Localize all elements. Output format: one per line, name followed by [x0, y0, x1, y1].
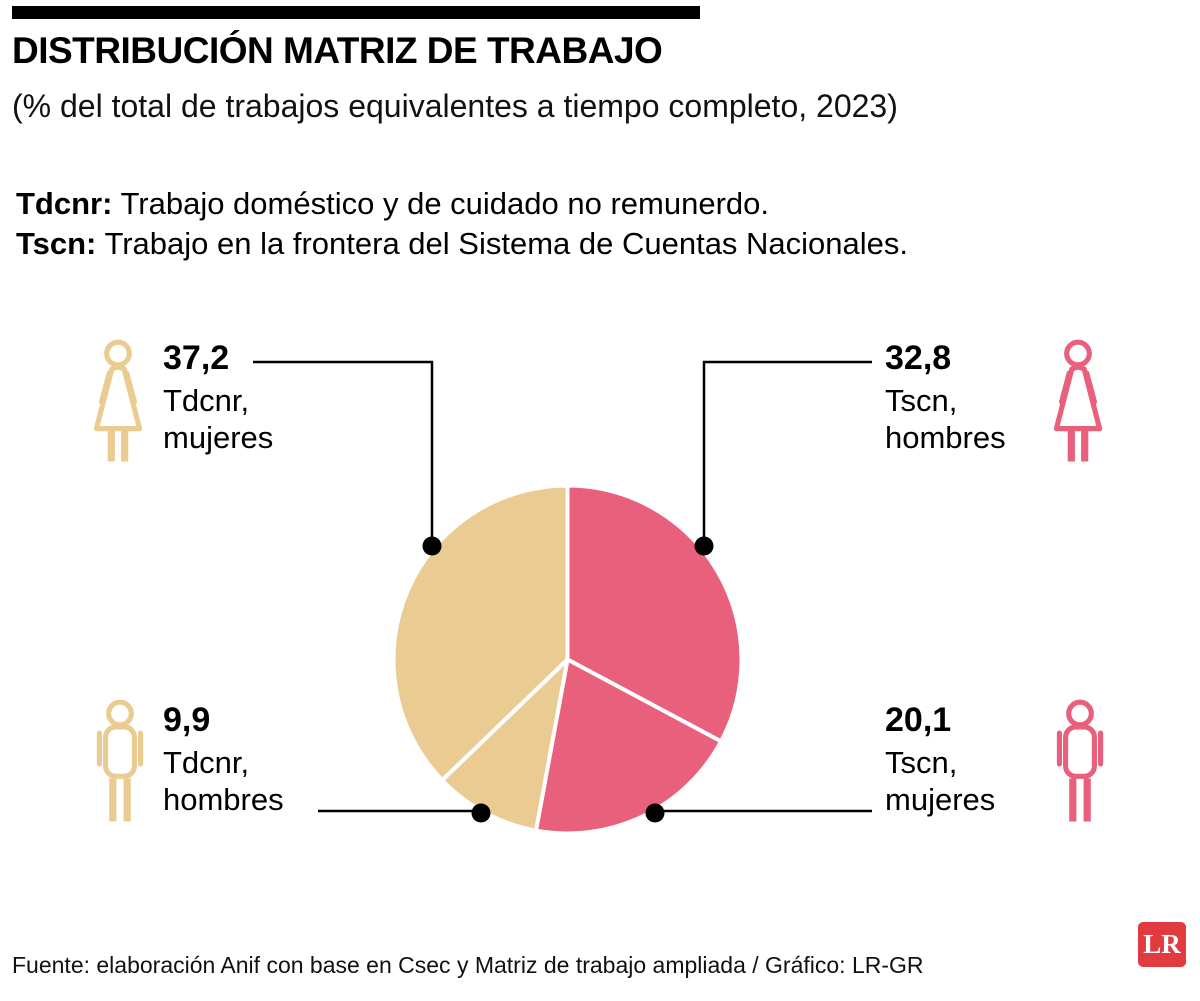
woman-icon [93, 339, 143, 462]
callout-label-line2: mujeres [163, 419, 274, 455]
callout-tscn-hombres: 32,8 Tscn, hombres [885, 339, 1115, 457]
pie-slice-tdcnr-mujeres [391, 483, 570, 783]
callout-label-line2: hombres [885, 419, 1006, 455]
callout-value: 37,2 [163, 339, 230, 377]
callout-value: 32,8 [885, 339, 952, 377]
definition-tdcnr: Tdcnr: Trabajo doméstico y de cuidado no… [16, 184, 908, 224]
callout-label-line1: Tscn, [885, 745, 958, 781]
definition-tscn: Tscn: Trabajo en la frontera del Sistema… [16, 224, 908, 264]
callout-label-line1: Tdcnr, [163, 383, 250, 419]
man-icon [96, 699, 144, 822]
callout-label-line1: Tscn, [885, 383, 958, 419]
page-subtitle: (% del total de trabajos equivalentes a … [12, 88, 898, 124]
callout-value: 9,9 [163, 701, 211, 739]
source-credit: Fuente: elaboración Anif con base en Cse… [12, 952, 924, 978]
callout-value: 20,1 [885, 701, 952, 739]
callout-tdcnr-hombres: 9,9 Tdcnr, hombres [163, 701, 393, 819]
callout-tdcnr-mujeres: 37,2 Tdcnr, mujeres [163, 339, 393, 457]
callout-label-line2: mujeres [885, 781, 996, 817]
callout-label-line2: hombres [163, 781, 284, 817]
pie-slice-tscn-mujeres [533, 657, 724, 836]
definition-tscn-text: Trabajo en la frontera del Sistema de Cu… [96, 225, 909, 261]
definition-tdcnr-term: Tdcnr: [16, 186, 113, 221]
lr-logo: LR [1138, 922, 1186, 967]
callout-label-line1: Tdcnr, [163, 745, 250, 781]
man-icon [1056, 699, 1104, 822]
top-accent-bar [12, 6, 700, 19]
definitions-block: Tdcnr: Trabajo doméstico y de cuidado no… [16, 184, 908, 263]
callout-tscn-mujeres: 20,1 Tscn, mujeres [885, 701, 1115, 819]
definition-tscn-term: Tscn: [16, 225, 97, 261]
pie-chart [391, 483, 744, 836]
woman-icon [1053, 339, 1103, 462]
definition-tdcnr-text: Trabajo doméstico y de cuidado no remune… [112, 186, 769, 221]
page-title: DISTRIBUCIÓN MATRIZ DE TRABAJO [12, 30, 663, 71]
